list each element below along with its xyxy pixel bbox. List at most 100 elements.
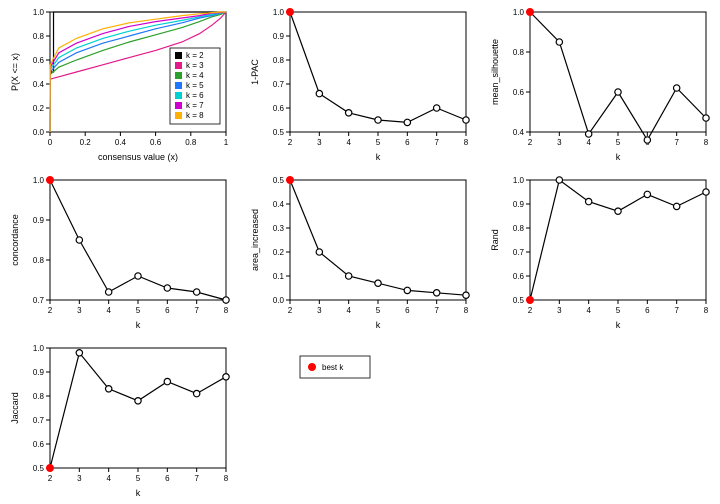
svg-text:0.3: 0.3: [273, 224, 285, 233]
svg-text:2: 2: [528, 306, 533, 315]
svg-text:8: 8: [224, 474, 229, 483]
svg-text:3: 3: [77, 474, 82, 483]
svg-text:0.5: 0.5: [273, 176, 285, 185]
svg-text:2: 2: [48, 474, 53, 483]
svg-text:0.0: 0.0: [33, 128, 45, 137]
svg-text:0.6: 0.6: [513, 88, 525, 97]
svg-text:k = 3: k = 3: [186, 61, 204, 70]
sil-panel: 23456780.40.60.81.0kmean_silhouette: [480, 0, 720, 168]
conc-panel: 23456780.70.80.91.0kconcordance: [0, 168, 240, 336]
svg-text:1.0: 1.0: [33, 176, 45, 185]
svg-text:k: k: [376, 152, 381, 162]
svg-text:6: 6: [645, 306, 650, 315]
svg-text:3: 3: [557, 306, 562, 315]
svg-text:0: 0: [48, 138, 53, 147]
svg-text:0.4: 0.4: [33, 80, 45, 89]
svg-text:k = 6: k = 6: [186, 91, 204, 100]
svg-text:k = 5: k = 5: [186, 81, 204, 90]
svg-text:1: 1: [224, 138, 229, 147]
svg-text:3: 3: [557, 138, 562, 147]
svg-text:0.2: 0.2: [273, 248, 285, 257]
svg-text:0.8: 0.8: [33, 392, 45, 401]
svg-text:k: k: [616, 320, 621, 330]
svg-text:0.4: 0.4: [513, 128, 525, 137]
svg-text:0.6: 0.6: [33, 440, 45, 449]
svg-text:8: 8: [464, 138, 469, 147]
svg-text:5: 5: [616, 306, 621, 315]
svg-text:1.0: 1.0: [273, 8, 285, 17]
chart-grid: 00.20.40.60.810.00.20.40.60.81.0consensu…: [0, 0, 720, 504]
svg-text:5: 5: [616, 138, 621, 147]
svg-text:5: 5: [136, 306, 141, 315]
svg-text:4: 4: [586, 306, 591, 315]
svg-text:3: 3: [317, 138, 322, 147]
svg-text:8: 8: [224, 306, 229, 315]
svg-text:5: 5: [376, 138, 381, 147]
svg-text:k = 4: k = 4: [186, 71, 204, 80]
svg-text:4: 4: [346, 138, 351, 147]
svg-text:mean_silhouette: mean_silhouette: [490, 39, 500, 105]
empty-panel: [480, 336, 720, 504]
svg-text:0.6: 0.6: [150, 138, 162, 147]
svg-text:4: 4: [346, 306, 351, 315]
svg-text:7: 7: [194, 474, 199, 483]
svg-text:5: 5: [376, 306, 381, 315]
svg-text:Jaccard: Jaccard: [10, 392, 20, 424]
svg-text:4: 4: [586, 138, 591, 147]
svg-text:0.8: 0.8: [33, 32, 45, 41]
rand-panel: 23456780.50.60.70.80.91.0kRand: [480, 168, 720, 336]
svg-text:6: 6: [405, 138, 410, 147]
svg-text:6: 6: [165, 474, 170, 483]
svg-text:0.7: 0.7: [513, 248, 525, 257]
svg-text:k: k: [376, 320, 381, 330]
svg-text:0.1: 0.1: [273, 272, 285, 281]
svg-text:3: 3: [77, 306, 82, 315]
svg-text:2: 2: [288, 138, 293, 147]
svg-text:6: 6: [405, 306, 410, 315]
svg-text:k: k: [136, 320, 141, 330]
svg-text:k: k: [616, 152, 621, 162]
svg-text:0.8: 0.8: [185, 138, 197, 147]
cdf-panel: 00.20.40.60.810.00.20.40.60.81.0consensu…: [0, 0, 240, 168]
svg-text:1.0: 1.0: [513, 176, 525, 185]
svg-text:7: 7: [674, 138, 679, 147]
svg-text:8: 8: [464, 306, 469, 315]
svg-text:0.6: 0.6: [273, 104, 285, 113]
svg-text:8: 8: [704, 138, 709, 147]
bestk-legend-label: best k: [322, 363, 344, 372]
svg-text:4: 4: [106, 474, 111, 483]
svg-text:0.9: 0.9: [513, 200, 525, 209]
svg-text:2: 2: [528, 138, 533, 147]
svg-text:k: k: [136, 488, 141, 498]
svg-text:7: 7: [434, 138, 439, 147]
svg-text:0.9: 0.9: [33, 216, 45, 225]
svg-text:2: 2: [288, 306, 293, 315]
bestk-legend-panel: best k: [240, 336, 480, 504]
svg-text:0.6: 0.6: [513, 272, 525, 281]
svg-text:0.5: 0.5: [33, 464, 45, 473]
svg-text:4: 4: [106, 306, 111, 315]
svg-text:0.9: 0.9: [273, 32, 285, 41]
svg-text:0.2: 0.2: [33, 104, 45, 113]
svg-text:0.0: 0.0: [273, 296, 285, 305]
svg-text:0.5: 0.5: [513, 296, 525, 305]
svg-text:6: 6: [165, 306, 170, 315]
svg-text:8: 8: [704, 306, 709, 315]
svg-text:k = 8: k = 8: [186, 111, 204, 120]
svg-text:0.4: 0.4: [115, 138, 127, 147]
svg-text:7: 7: [674, 306, 679, 315]
svg-text:3: 3: [317, 306, 322, 315]
svg-text:0.7: 0.7: [273, 80, 285, 89]
svg-text:0.7: 0.7: [33, 296, 45, 305]
jacc-panel: 23456780.50.60.70.80.91.0kJaccard: [0, 336, 240, 504]
svg-text:Rand: Rand: [490, 229, 500, 251]
svg-text:1-PAC: 1-PAC: [250, 59, 260, 85]
svg-text:k = 2: k = 2: [186, 51, 204, 60]
svg-text:7: 7: [434, 306, 439, 315]
svg-text:0.5: 0.5: [273, 128, 285, 137]
svg-text:7: 7: [194, 306, 199, 315]
svg-text:0.2: 0.2: [80, 138, 92, 147]
svg-text:1.0: 1.0: [33, 344, 45, 353]
svg-text:0.4: 0.4: [273, 200, 285, 209]
svg-text:area_increased: area_increased: [250, 209, 260, 271]
